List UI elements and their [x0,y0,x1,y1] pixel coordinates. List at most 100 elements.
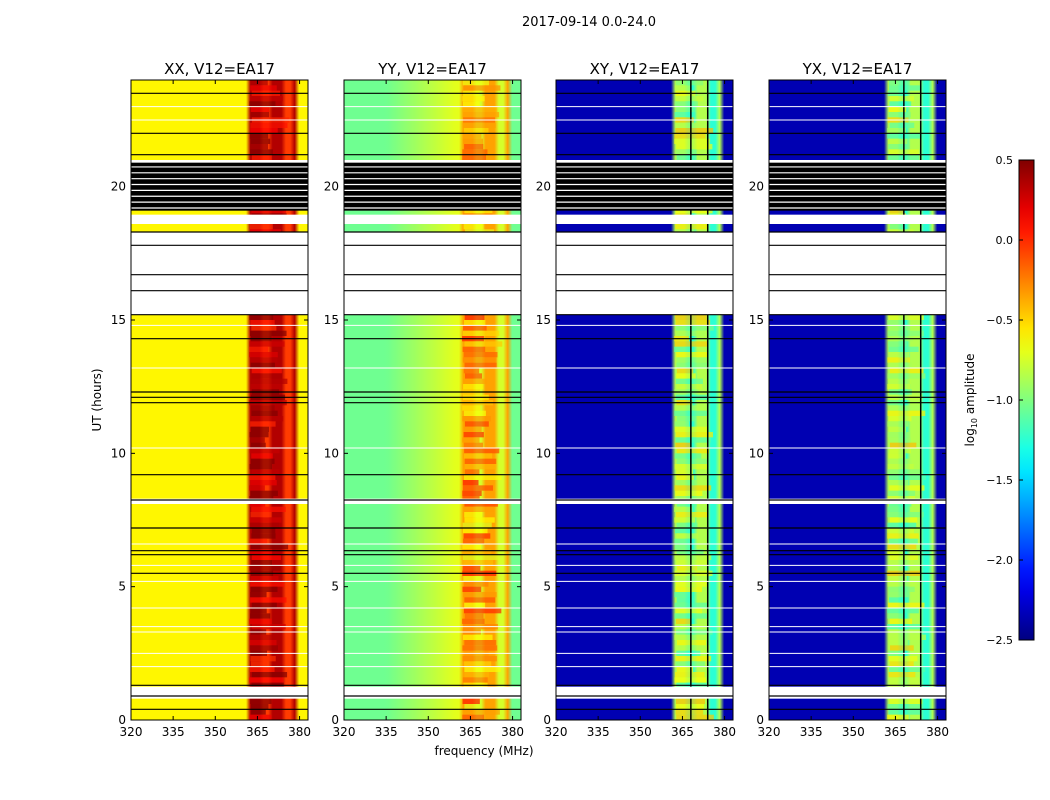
rfi-texture-cell [888,362,913,368]
rfi-texture-cell [464,517,495,523]
rfi-texture-cell [464,133,482,139]
rfi-texture-cell [250,586,278,592]
x-tick-label: 380 [713,725,736,739]
rfi-texture-cell [675,586,702,592]
rfi-texture-cell [463,112,500,118]
rfi-texture-cell [251,378,288,384]
rfi-texture-cell [674,485,712,491]
rfi-texture-cell [251,106,270,112]
rfi-texture-cell [674,538,692,544]
rfi-texture-cell [675,442,691,448]
axes-frame [130,79,309,721]
rfi-texture-cell [462,106,497,112]
rfi-texture-cell [888,416,912,422]
rfi-texture-cell [888,112,911,118]
rfi-texture-cell [464,421,489,427]
rfi-texture-cell [888,634,926,640]
rfi-texture-cell [250,656,276,662]
x-axis-label: frequency (MHz) [434,744,533,758]
rfi-texture-cell [249,714,272,720]
y-axis-label: UT (hours) [90,368,104,431]
rfi-texture-cell [675,656,712,662]
rfi-texture-cell [251,453,273,459]
panel-yy: YY, V12=EA17 320 335 350 365 380 0 5 10 15 20 [324,60,524,739]
rfi-texture-cell [464,597,496,603]
flagged-block [556,214,733,224]
flagged-dense-block [556,162,733,211]
rfi-texture-cell [464,661,492,667]
rfi-texture-cell [463,426,482,432]
rfi-texture-cell [249,474,276,480]
y-tick-label: 20 [536,180,551,194]
rfi-texture-cell [462,149,488,155]
rfi-texture-cell [888,586,915,592]
rfi-texture-cell [888,80,910,86]
y-tick-label: 10 [536,446,551,460]
rfi-texture-cell [674,554,712,560]
x-tick-label: 335 [375,725,398,739]
rfi-texture-cell [462,437,480,443]
rfi-texture-cell [464,341,503,347]
rfi-texture-cell [676,352,708,358]
rfi-texture-cell [676,362,709,368]
rfi-texture-cell [463,410,486,416]
y-tick-label: 5 [118,580,126,594]
rfi-texture-cell [462,677,488,683]
rfi-texture-cell [675,709,704,715]
rfi-texture-cell [889,666,926,672]
rfi-texture-cell [888,565,903,571]
rfi-texture-cell [674,592,694,598]
x-tick-label: 350 [629,725,652,739]
rfi-texture-cell [250,490,278,496]
rfi-texture-cell [887,320,903,326]
rfi-texture-cell [250,549,273,555]
rfi-texture-cell [463,533,491,539]
rfi-texture-cell [249,96,283,102]
rfi-texture-cell [674,517,696,523]
rfi-texture-cell [887,469,923,475]
flagged-dense-block [344,162,521,211]
rfi-texture-cell [250,357,278,363]
panel-title: YY, V12=EA17 [377,60,487,78]
x-tick-label: 335 [800,725,823,739]
flagged-block [131,232,308,315]
rfi-texture-cell [250,544,289,550]
rfi-texture-cell [250,613,271,619]
y-tick-label: 0 [118,713,126,727]
flagged-block [131,686,308,699]
rfi-texture-cell [463,432,484,438]
rfi-texture-cell [462,405,481,411]
rfi-texture-cell [462,709,500,715]
rfi-texture-cell [251,528,276,534]
rfi-texture-cell [464,464,497,470]
rfi-texture-cell [249,522,280,528]
y-tick-label: 15 [111,313,126,327]
rfi-texture-cell [250,384,282,390]
rfi-texture-cell [250,576,279,582]
y-tick-label: 10 [749,446,764,460]
flagged-block [556,232,733,315]
rfi-texture-cell [250,597,287,603]
rfi-texture-cell [889,224,905,230]
x-tick-label: 350 [842,725,865,739]
rfi-texture-cell [889,560,914,566]
rfi-texture-cell [676,714,714,720]
rfi-texture-cell [887,549,905,555]
flagged-block [344,232,521,315]
rfi-texture-cell [462,698,480,704]
colorbar-tick-label: 0.5 [996,154,1014,167]
rfi-texture-cell [250,698,272,704]
rfi-texture-cell [249,432,269,438]
rfi-texture-cell [674,346,693,352]
rfi-texture-cell [464,666,501,672]
rfi-texture-cell [464,458,497,464]
rfi-texture-cell [888,656,918,662]
rfi-texture-cell [462,634,493,640]
rfi-texture-cell [887,410,926,416]
rfi-texture-cell [462,554,500,560]
rfi-texture-cell [888,352,910,358]
rfi-texture-cell [887,533,919,539]
rfi-texture-cell [887,384,910,390]
rfi-texture-cell [463,474,502,480]
rfi-texture-cell [889,101,912,107]
